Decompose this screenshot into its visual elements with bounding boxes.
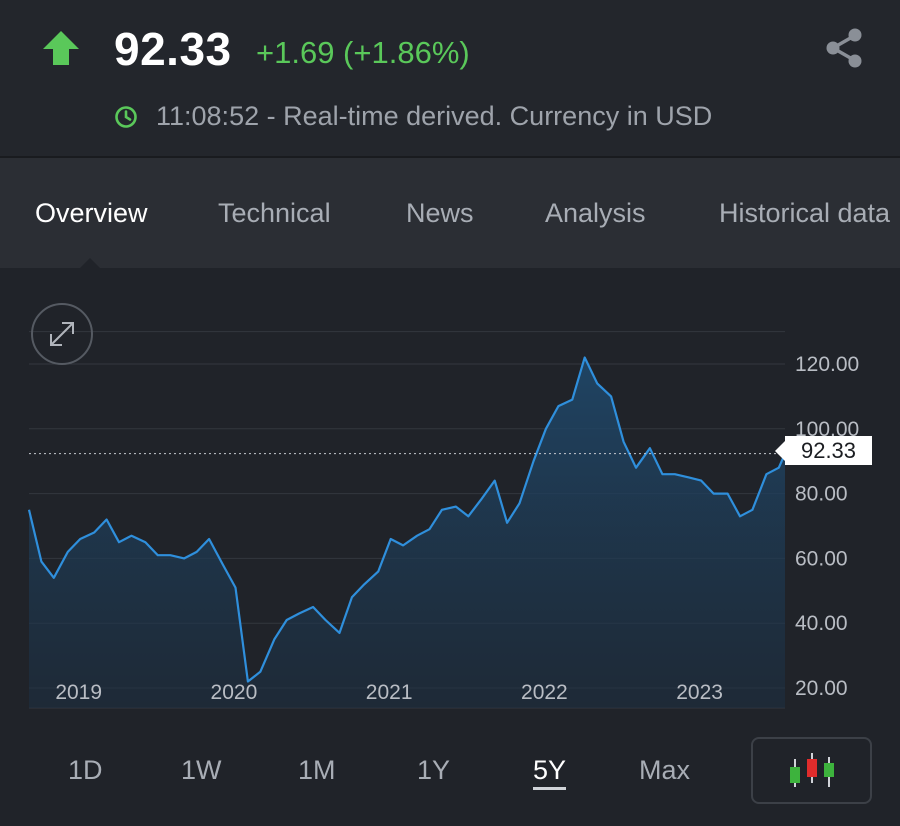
range-1w[interactable]: 1W <box>181 755 222 785</box>
tab-analysis[interactable]: Analysis <box>545 198 646 228</box>
x-tick-label: 2022 <box>521 681 568 704</box>
y-tick-label: 80.00 <box>795 483 848 506</box>
range-1m[interactable]: 1M <box>298 755 336 785</box>
share-icon[interactable] <box>822 26 866 70</box>
tab-technical[interactable]: Technical <box>218 198 331 228</box>
active-range-underline <box>533 787 566 790</box>
header-divider <box>0 156 900 158</box>
candlestick-icon <box>790 753 834 787</box>
price-line <box>27 356 787 683</box>
clock-icon <box>115 106 137 128</box>
y-tick-label: 100.00 <box>795 418 859 441</box>
expand-chart-button[interactable] <box>31 303 93 365</box>
range-1d[interactable]: 1D <box>68 755 103 785</box>
arrow-up-icon <box>43 31 79 65</box>
price-tag-pointer <box>775 441 785 461</box>
active-tab-indicator <box>80 258 100 268</box>
y-tick-label: 120.00 <box>795 353 859 376</box>
range-5y[interactable]: 5Y <box>533 755 567 785</box>
quote-header: 92.33 +1.69 (+1.86%) 11:08:52 - Real-tim… <box>0 0 900 157</box>
x-tick-label: 2019 <box>55 681 102 704</box>
x-axis-labels: 2019 2020 2021 2022 2023 <box>55 681 723 704</box>
y-tick-label: 60.00 <box>795 547 848 570</box>
y-axis-labels: 20.00 40.00 60.00 80.00 100.00 120.00 <box>795 353 859 700</box>
chart-type-button[interactable] <box>751 737 872 804</box>
y-tick-label: 20.00 <box>795 677 848 700</box>
y-tick-label: 40.00 <box>795 612 848 635</box>
current-price: 92.33 <box>114 23 232 75</box>
range-max[interactable]: Max <box>639 755 691 785</box>
price-chart: 20.00 40.00 60.00 80.00 100.00 120.00 2019 202… <box>27 331 859 709</box>
current-price-tag: 92.33 <box>785 436 872 465</box>
realtime-info: 11:08:52 - Real-time derived. Currency i… <box>156 101 713 131</box>
x-tick-label: 2023 <box>676 681 723 704</box>
tab-historical-data[interactable]: Historical data <box>719 198 891 228</box>
expand-icon <box>50 322 74 346</box>
tab-bar: Overview Technical News Analysis Histori… <box>0 158 900 268</box>
price-area <box>29 357 785 708</box>
x-tick-label: 2021 <box>366 681 413 704</box>
range-1y[interactable]: 1Y <box>417 755 451 785</box>
price-change: +1.69 (+1.86%) <box>256 35 470 70</box>
tab-overview[interactable]: Overview <box>35 198 148 228</box>
x-tick-label: 2020 <box>211 681 258 704</box>
tab-news[interactable]: News <box>406 198 474 228</box>
